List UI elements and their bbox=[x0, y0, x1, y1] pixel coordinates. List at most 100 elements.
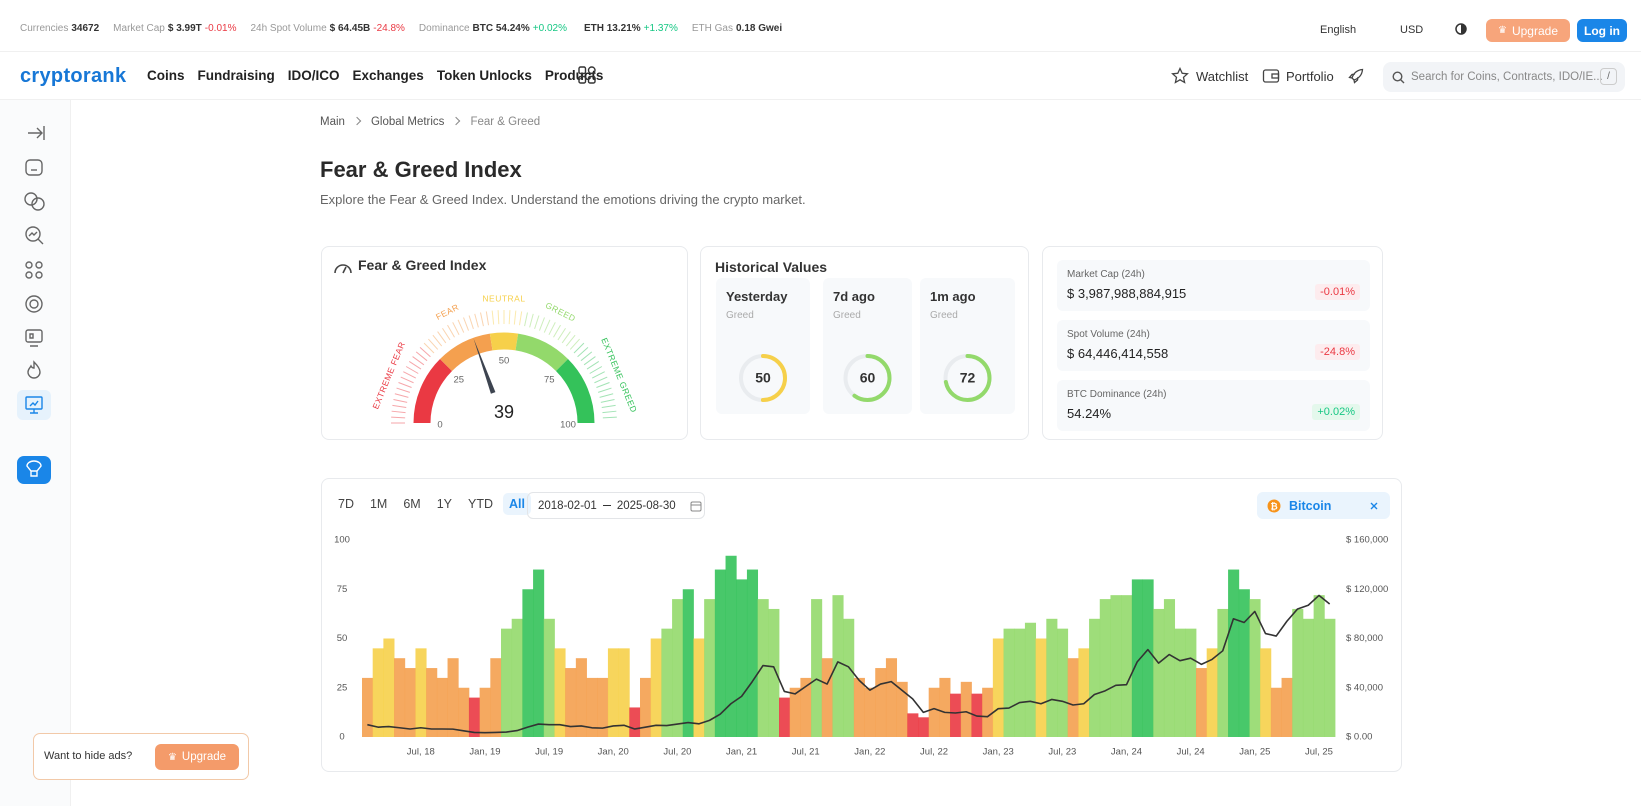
gauge-hash bbox=[403, 371, 417, 379]
y-tick-label: 25 bbox=[337, 682, 348, 693]
gauge-hash bbox=[485, 311, 490, 326]
bar bbox=[853, 677, 865, 737]
nav-link[interactable]: IDO/ICO bbox=[287, 68, 340, 83]
ring-value bbox=[843, 354, 892, 402]
bar bbox=[372, 648, 384, 737]
gauge-hash bbox=[393, 399, 408, 403]
bar bbox=[1196, 668, 1208, 737]
ad-upgrade[interactable]: ♛ Upgrade bbox=[155, 744, 239, 770]
bar bbox=[1238, 589, 1250, 737]
search-box[interactable]: Search for Coins, Contracts, IDO/IE... / bbox=[1383, 62, 1625, 92]
market-stats: Currencies 34672 Market Cap $ 3.99T -0.01% 24… bbox=[20, 23, 782, 34]
historical-title: Historical Values bbox=[715, 259, 828, 275]
x-tick-label: Jul, 23 bbox=[1048, 747, 1076, 758]
upgrade-button[interactable]: ♛ Upgrade bbox=[1486, 19, 1570, 42]
bar bbox=[704, 599, 716, 737]
nav-link[interactable]: Coins bbox=[147, 68, 185, 83]
y-tick-label: 0 bbox=[339, 732, 344, 743]
bar bbox=[1302, 618, 1315, 737]
gauge-hash bbox=[437, 331, 447, 344]
promo-button[interactable] bbox=[17, 456, 51, 484]
stat-change: +0.02% bbox=[532, 23, 567, 34]
gauge-hash bbox=[419, 347, 431, 358]
sidebar-icon[interactable] bbox=[25, 329, 43, 347]
watchlist[interactable]: Watchlist bbox=[1196, 69, 1249, 84]
y2-tick-label: $ 40,000 bbox=[1346, 682, 1383, 693]
x-tick-label: Jan, 23 bbox=[983, 747, 1014, 758]
bar bbox=[1003, 628, 1015, 737]
bar bbox=[1249, 599, 1261, 737]
bar bbox=[1024, 622, 1037, 737]
gauge-hash bbox=[598, 387, 612, 393]
range-button[interactable]: 1M bbox=[369, 497, 388, 511]
bar bbox=[811, 599, 823, 737]
products-icon[interactable] bbox=[577, 65, 597, 85]
gauge-tick-label: 25 bbox=[453, 374, 464, 385]
date-range[interactable]: 2018-02-01 2025-08-30 bbox=[527, 492, 705, 519]
ad-upgrade-label: Upgrade bbox=[181, 751, 227, 763]
nav-link[interactable]: Fundraising bbox=[197, 68, 275, 83]
stat-label: Market Cap bbox=[113, 23, 165, 34]
range-button[interactable]: YTD bbox=[468, 497, 494, 511]
bar bbox=[1228, 569, 1240, 737]
sidebar-icon bbox=[26, 460, 42, 477]
history-label: Yesterday bbox=[726, 289, 788, 304]
bar bbox=[960, 681, 972, 737]
breadcrumb-item[interactable]: Global Metrics bbox=[371, 116, 471, 128]
close-icon[interactable] bbox=[1370, 502, 1378, 510]
nav-link[interactable]: Token Unlocks bbox=[436, 68, 532, 83]
nav-links: Coins Fundraising IDO/ICO Exchanges Token Un… bbox=[147, 68, 603, 83]
history-item: Yesterday Greed 50 bbox=[716, 278, 810, 414]
history-sentiment: Greed bbox=[833, 310, 861, 321]
sidebar-icon[interactable] bbox=[25, 159, 43, 176]
bar bbox=[362, 677, 374, 737]
date-from: 2018-02-01 bbox=[538, 499, 597, 512]
gauge-hash bbox=[600, 399, 615, 403]
sidebar-icon[interactable] bbox=[25, 295, 43, 313]
coin-chip[interactable]: ₿ Bitcoin bbox=[1257, 492, 1390, 519]
sidebar-icon[interactable] bbox=[27, 360, 41, 379]
gauge-zone-label: GREED bbox=[544, 300, 578, 324]
metric-change: -24.8% bbox=[1315, 344, 1360, 360]
theme-toggle[interactable] bbox=[1453, 21, 1469, 37]
bar bbox=[1131, 579, 1143, 737]
gauge-hash bbox=[398, 382, 412, 388]
btc-icon: ₿ bbox=[1267, 499, 1281, 513]
language[interactable]: English bbox=[1320, 24, 1357, 36]
bar bbox=[1046, 618, 1058, 737]
range-button[interactable]: 6M bbox=[403, 497, 421, 511]
bar bbox=[896, 681, 908, 737]
gauge-hash bbox=[428, 338, 439, 350]
logo[interactable]: cryptorank bbox=[20, 65, 127, 87]
sidebar-active[interactable] bbox=[17, 390, 51, 420]
rocket-icon[interactable] bbox=[1347, 67, 1365, 85]
sidebar-icon[interactable] bbox=[25, 261, 43, 279]
range-button[interactable]: All bbox=[503, 493, 532, 515]
x-tick-label: Jan, 25 bbox=[1239, 747, 1270, 758]
gauge-hash bbox=[396, 387, 410, 393]
portfolio[interactable]: Portfolio bbox=[1286, 69, 1334, 84]
bar bbox=[1099, 599, 1111, 737]
gauge-hash bbox=[415, 351, 428, 362]
gauge-hash bbox=[529, 313, 534, 328]
gauge-tick-label: 50 bbox=[499, 356, 510, 367]
sidebar-icon[interactable] bbox=[25, 226, 44, 245]
x-tick-label: Jul, 19 bbox=[535, 747, 563, 758]
x-tick-label: Jul, 24 bbox=[1177, 747, 1205, 758]
currency[interactable]: USD bbox=[1400, 24, 1424, 36]
sidebar-icon[interactable] bbox=[24, 192, 45, 211]
gauge-card: Fear & Greed Index EXTREME FEAR FEAR NEUTR… bbox=[321, 246, 688, 440]
sidebar-icon[interactable] bbox=[28, 126, 45, 140]
bar bbox=[672, 599, 684, 737]
breadcrumb-item[interactable]: Main bbox=[320, 116, 371, 128]
svg-text:₿: ₿ bbox=[1270, 502, 1277, 512]
range-selector: 7D 1M 6M 1Y YTD All bbox=[332, 493, 532, 515]
gauge-zone-label: FEAR bbox=[434, 302, 461, 322]
stat-label: 24h Spot Volume bbox=[250, 23, 327, 34]
ad-text: Want to hide ads? bbox=[44, 750, 133, 762]
range-button[interactable]: 7D bbox=[338, 497, 354, 511]
nav-link[interactable]: Exchanges bbox=[352, 68, 424, 83]
range-button[interactable]: 1Y bbox=[436, 497, 453, 511]
login-button[interactable]: Log in bbox=[1577, 19, 1627, 42]
